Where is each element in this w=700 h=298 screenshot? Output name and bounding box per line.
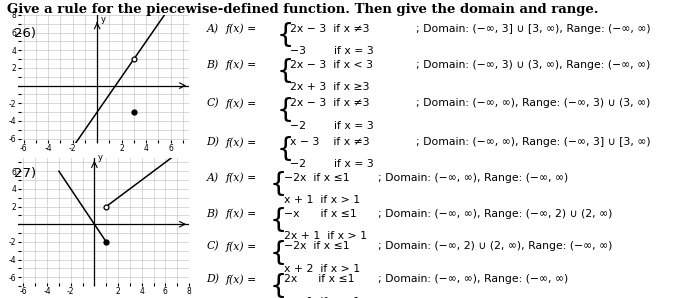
Text: 2x      if x ≤1: 2x if x ≤1 [284, 274, 354, 284]
Text: f(x) =: f(x) = [225, 241, 257, 252]
Text: x − 3    if x ≠3: x − 3 if x ≠3 [290, 137, 370, 147]
Text: y: y [101, 15, 106, 24]
Text: ; Domain: (−∞, 3) ∪ (3, ∞), Range: (−∞, ∞): ; Domain: (−∞, 3) ∪ (3, ∞), Range: (−∞, … [416, 60, 651, 70]
Text: D): D) [206, 274, 220, 285]
Text: x + 2  if x > 1: x + 2 if x > 1 [284, 264, 360, 274]
Text: f(x) =: f(x) = [225, 60, 257, 70]
Text: {: { [270, 207, 287, 233]
Text: ; Domain: (−∞, ∞), Range: (−∞, 2) ∪ (2, ∞): ; Domain: (−∞, ∞), Range: (−∞, 2) ∪ (2, … [378, 209, 612, 219]
Text: x + 1  if x > 1: x + 1 if x > 1 [284, 195, 360, 205]
Text: f(x) =: f(x) = [225, 173, 257, 183]
Text: Give a rule for the piecewise-defined function. Then give the domain and range.: Give a rule for the piecewise-defined fu… [7, 3, 598, 16]
Text: B): B) [206, 209, 218, 219]
Text: A): A) [206, 173, 218, 183]
Text: −2        if x = 3: −2 if x = 3 [290, 121, 375, 131]
Text: {: { [276, 97, 294, 123]
Text: 27): 27) [14, 167, 36, 180]
Text: f(x) =: f(x) = [225, 274, 257, 285]
Text: 2x − 3  if x < 3: 2x − 3 if x < 3 [290, 60, 374, 70]
Text: f(x) =: f(x) = [225, 137, 257, 148]
Text: −x      if x ≤1: −x if x ≤1 [284, 209, 356, 219]
Text: 2x + 3  if x ≥3: 2x + 3 if x ≥3 [290, 82, 370, 92]
Text: −2x  if x ≤1: −2x if x ≤1 [284, 241, 349, 252]
Text: −3        if x = 3: −3 if x = 3 [290, 46, 375, 56]
Text: ; Domain: (−∞, ∞), Range: (−∞, 3] ∪ [3, ∞): ; Domain: (−∞, ∞), Range: (−∞, 3] ∪ [3, … [416, 137, 651, 147]
Text: x + 1  if x > 1: x + 1 if x > 1 [284, 297, 360, 298]
Text: C): C) [206, 241, 219, 252]
Text: f(x) =: f(x) = [225, 24, 257, 34]
Text: D): D) [206, 137, 220, 148]
Text: ; Domain: (−∞, 3] ∪ [3, ∞), Range: (−∞, ∞): ; Domain: (−∞, 3] ∪ [3, ∞), Range: (−∞, … [416, 24, 651, 34]
Text: ; Domain: (−∞, ∞), Range: (−∞, ∞): ; Domain: (−∞, ∞), Range: (−∞, ∞) [378, 173, 568, 183]
Text: {: { [276, 22, 294, 48]
Text: ; Domain: (−∞, ∞), Range: (−∞, 3) ∪ (3, ∞): ; Domain: (−∞, ∞), Range: (−∞, 3) ∪ (3, … [416, 98, 651, 108]
Text: A): A) [206, 24, 218, 34]
Text: f(x) =: f(x) = [225, 209, 257, 219]
Text: f(x) =: f(x) = [225, 98, 257, 109]
Text: ; Domain: (−∞, ∞), Range: (−∞, ∞): ; Domain: (−∞, ∞), Range: (−∞, ∞) [378, 274, 568, 284]
Text: C): C) [206, 98, 219, 109]
Text: ; Domain: (−∞, 2) ∪ (2, ∞), Range: (−∞, ∞): ; Domain: (−∞, 2) ∪ (2, ∞), Range: (−∞, … [378, 241, 612, 252]
Text: −2        if x = 3: −2 if x = 3 [290, 159, 375, 170]
Text: {: { [270, 240, 287, 266]
Text: B): B) [206, 60, 218, 70]
Text: y: y [98, 153, 103, 162]
Text: {: { [270, 171, 287, 197]
Text: 2x − 3  if x ≠3: 2x − 3 if x ≠3 [290, 24, 370, 34]
Text: {: { [276, 58, 294, 84]
Text: 2x + 1  if x > 1: 2x + 1 if x > 1 [284, 231, 367, 241]
Text: −2x  if x ≤1: −2x if x ≤1 [284, 173, 349, 183]
Text: 2x − 3  if x ≠3: 2x − 3 if x ≠3 [290, 98, 370, 108]
Text: 26): 26) [14, 27, 36, 40]
Text: {: { [270, 273, 287, 298]
Text: {: { [276, 136, 294, 162]
